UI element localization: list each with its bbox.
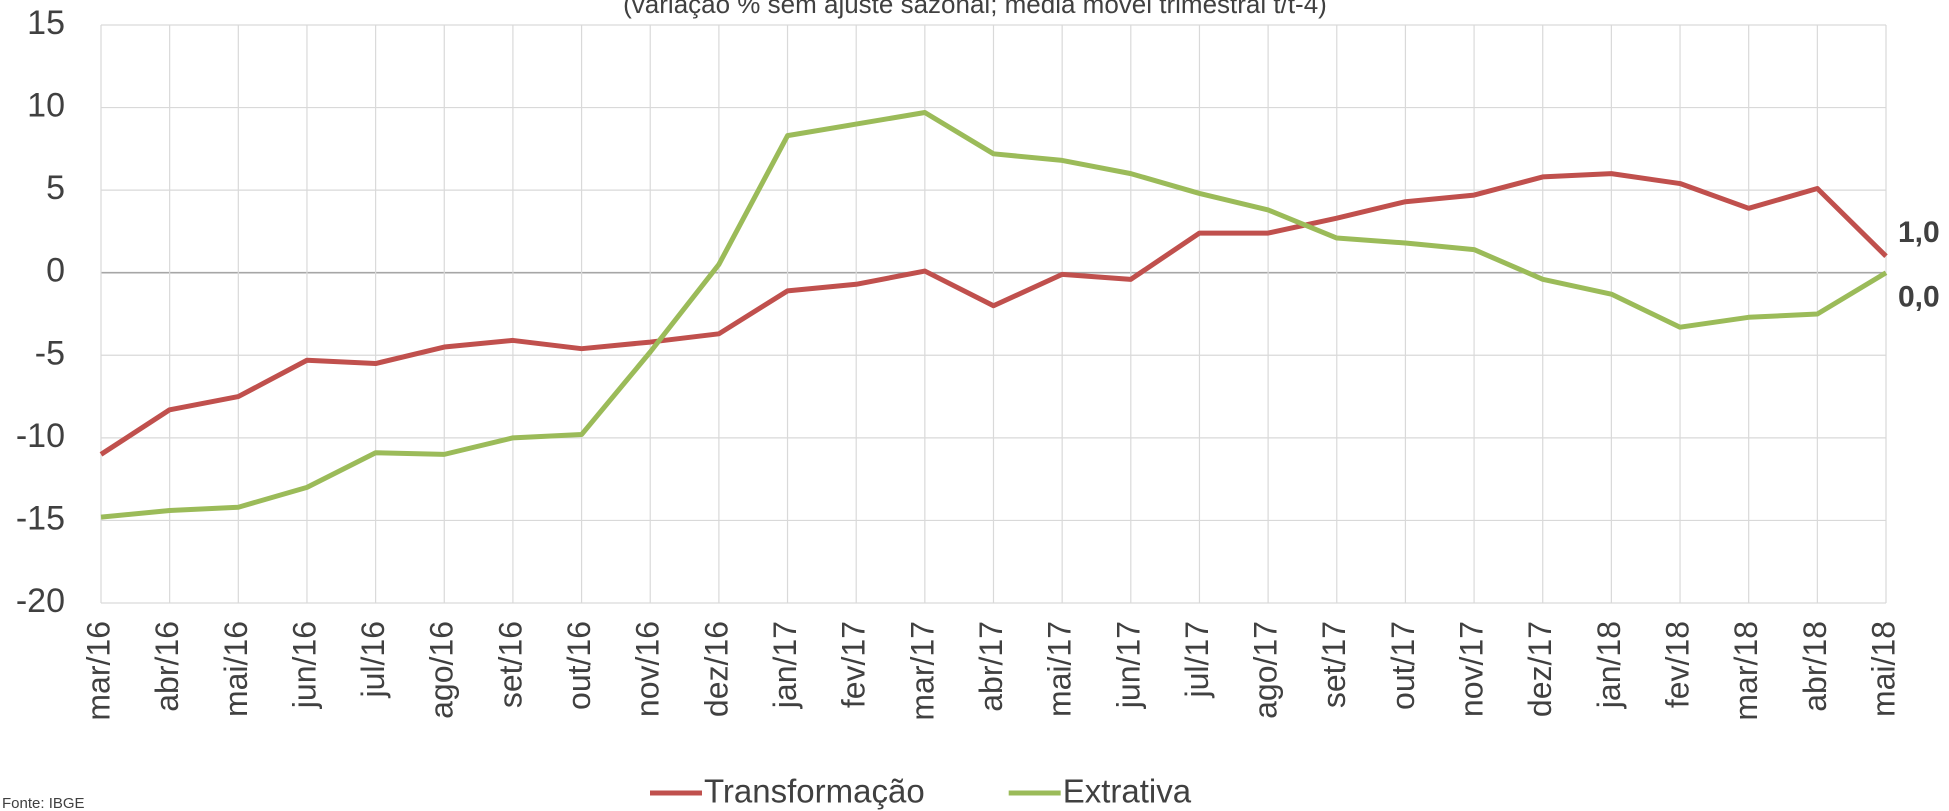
y-tick-label: 0 bbox=[46, 252, 65, 290]
chart-title: (variação % sem ajuste sazonal; média mó… bbox=[623, 0, 1327, 19]
x-tick-label: abr/16 bbox=[149, 621, 185, 712]
x-tick-label: jan/17 bbox=[767, 621, 803, 709]
x-tick-label: fev/18 bbox=[1659, 621, 1695, 708]
value-label: 1,0 bbox=[1898, 216, 1940, 249]
x-tick-label: abr/17 bbox=[973, 621, 1009, 712]
y-tick-label: 5 bbox=[46, 169, 65, 207]
x-tick-label: ago/17 bbox=[1248, 621, 1284, 719]
x-tick-label: mai/17 bbox=[1042, 621, 1078, 717]
x-tick-label: dez/17 bbox=[1522, 621, 1558, 717]
x-tick-label: mar/17 bbox=[904, 621, 940, 721]
series-line bbox=[100, 110, 1888, 520]
x-tick-label: jan/18 bbox=[1591, 621, 1627, 709]
legend-label: Extrativa bbox=[1063, 773, 1192, 810]
x-tick-label: jul/16 bbox=[355, 621, 391, 699]
x-tick-label: set/17 bbox=[1316, 621, 1352, 708]
y-tick-label: -5 bbox=[35, 334, 65, 372]
x-tick-label: mar/18 bbox=[1728, 621, 1764, 721]
x-tick-label: fev/17 bbox=[836, 621, 872, 708]
y-tick-label: 10 bbox=[27, 87, 65, 125]
x-tick-label: out/16 bbox=[561, 621, 597, 710]
x-tick-label: mai/16 bbox=[218, 621, 254, 717]
source-note: Fonte: IBGE bbox=[2, 795, 85, 811]
x-tick-label: set/16 bbox=[492, 621, 528, 708]
x-tick-label: out/17 bbox=[1385, 621, 1421, 710]
y-tick-label: -10 bbox=[16, 417, 65, 455]
legend-label: Transformação bbox=[704, 773, 925, 810]
x-tick-label: jun/17 bbox=[1110, 621, 1146, 709]
x-tick-label: nov/16 bbox=[630, 621, 666, 717]
x-tick-label: dez/16 bbox=[698, 621, 734, 717]
y-tick-label: -20 bbox=[16, 582, 65, 620]
value-label: 0,0 bbox=[1898, 281, 1940, 314]
series-line bbox=[99, 171, 1888, 457]
y-tick-label: 15 bbox=[27, 4, 65, 42]
y-tick-label: -15 bbox=[16, 499, 65, 537]
x-tick-label: mar/16 bbox=[80, 621, 116, 721]
x-tick-label: abr/18 bbox=[1797, 621, 1833, 712]
x-tick-label: jun/16 bbox=[286, 621, 322, 709]
x-tick-label: jul/17 bbox=[1179, 621, 1215, 699]
x-tick-label: nov/17 bbox=[1454, 621, 1490, 717]
x-tick-label: mai/18 bbox=[1865, 621, 1901, 717]
x-tick-label: ago/16 bbox=[424, 621, 460, 719]
